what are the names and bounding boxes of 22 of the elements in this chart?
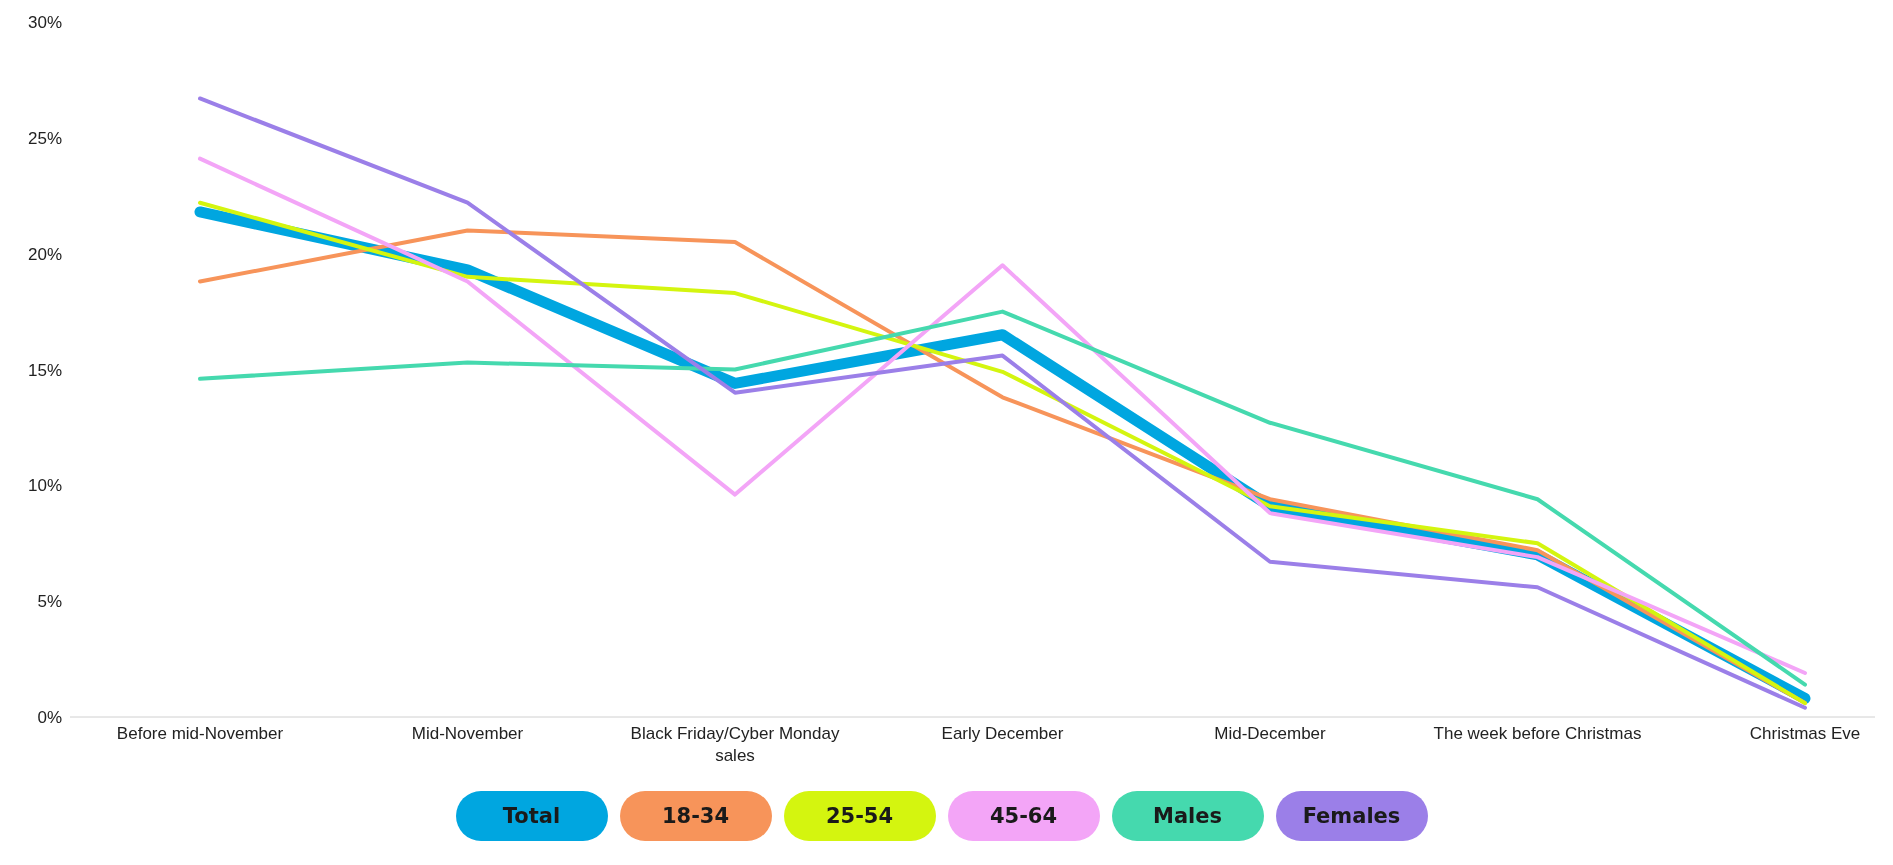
y-tick-label: 15% — [27, 360, 62, 380]
text: Males — [1111, 791, 1264, 841]
x-tick-label: Black Friday/Cyber Monday sales — [630, 724, 840, 765]
y-tick-label: 30% — [27, 13, 62, 33]
y-tick-label: 10% — [27, 476, 62, 496]
y-tick-label: 0% — [37, 708, 62, 728]
x-tick-label: Christmas Eve — [1749, 724, 1861, 743]
line-series — [198, 96, 1807, 710]
text: Females — [1275, 791, 1428, 841]
x-tick-label: Mid-December — [1214, 724, 1327, 743]
text: 18-34 — [619, 791, 772, 841]
y-tick-label: 5% — [37, 592, 62, 612]
x-tick-label: Before mid-November — [116, 724, 284, 743]
text: 45-64 — [947, 791, 1100, 841]
y-tick-label: 25% — [27, 128, 62, 148]
line-series — [198, 309, 1807, 687]
x-tick-label: Mid-November — [411, 724, 524, 743]
text: 25-54 — [783, 791, 936, 841]
x-tick-label: Early December — [941, 724, 1064, 743]
y-tick-label: 20% — [27, 244, 62, 264]
text: Total — [455, 791, 608, 841]
x-tick-label: The week before Christmas — [1433, 724, 1642, 743]
